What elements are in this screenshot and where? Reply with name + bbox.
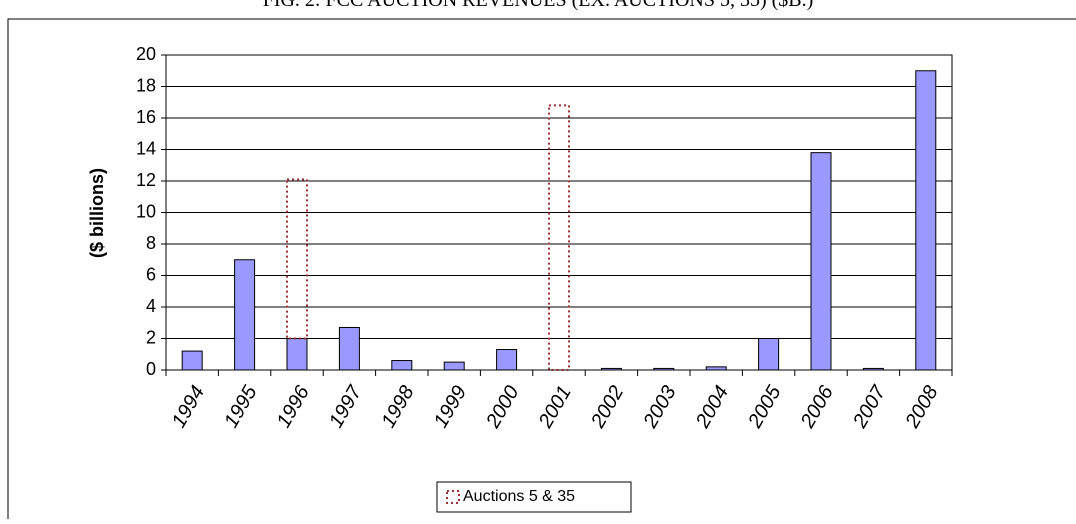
y-axis-label: ($ billions) — [87, 168, 107, 258]
bar — [600, 367, 622, 371]
bar — [443, 361, 465, 371]
x-tick-label: 2000 — [482, 382, 524, 432]
x-tick-label: 2007 — [849, 381, 891, 432]
x-tick-label: 1998 — [377, 382, 418, 432]
y-tick-label: 12 — [136, 170, 156, 190]
x-tick-label: 1996 — [273, 381, 315, 431]
bar — [181, 350, 203, 371]
y-tick-label: 0 — [146, 359, 156, 379]
bar — [234, 259, 256, 371]
y-tick-label: 20 — [136, 44, 156, 64]
chart-title: FIG. 2: FCC AUCTION REVENUES (EX. AUCTIO… — [263, 0, 814, 11]
x-tick-label: 1999 — [430, 382, 471, 432]
bar — [496, 349, 518, 371]
x-tick-label: 2006 — [796, 381, 838, 432]
bar — [915, 70, 937, 371]
bar — [286, 338, 308, 371]
x-tick-label: 1997 — [325, 381, 367, 431]
bar — [758, 338, 780, 371]
x-tick-label: 2001 — [534, 382, 576, 432]
bar — [862, 367, 884, 371]
bar — [338, 326, 360, 371]
bar — [653, 367, 675, 371]
y-tick-label: 2 — [146, 327, 156, 347]
bar — [548, 104, 570, 372]
chart-frame — [7, 18, 1076, 524]
x-tick-label: 1995 — [220, 381, 262, 431]
bar — [391, 360, 413, 371]
y-tick-label: 14 — [136, 138, 156, 158]
x-tick-label: 2008 — [901, 382, 943, 432]
bar — [705, 366, 727, 371]
y-tick-label: 4 — [146, 296, 156, 316]
x-tick-label: 2005 — [744, 381, 786, 432]
y-tick-label: 16 — [136, 107, 156, 127]
legend-box — [436, 481, 632, 513]
y-tick-label: 18 — [136, 75, 156, 95]
y-tick-label: 6 — [146, 264, 156, 284]
legend-label: Auctions 5 & 35 — [463, 488, 575, 505]
bar — [286, 178, 308, 340]
x-tick-label: 2002 — [587, 382, 629, 432]
y-tick-label: 10 — [136, 201, 156, 221]
legend-swatch — [446, 490, 460, 504]
x-tick-label: 1994 — [168, 382, 209, 432]
x-tick-label: 2003 — [639, 382, 681, 432]
x-tick-label: 2004 — [691, 382, 733, 432]
y-tick-label: 8 — [146, 233, 156, 253]
bar — [810, 152, 832, 371]
